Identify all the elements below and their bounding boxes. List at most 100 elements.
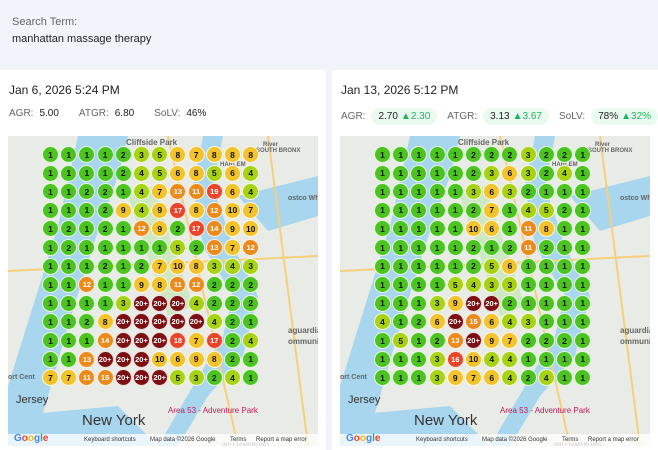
- rank-dot[interactable]: 1: [556, 239, 573, 256]
- rank-dot[interactable]: 1: [392, 313, 410, 331]
- rank-dot[interactable]: 20+: [114, 313, 132, 331]
- rank-dot[interactable]: 14: [96, 332, 114, 349]
- rank-dot[interactable]: 20+: [133, 332, 150, 349]
- rank-dot[interactable]: 13: [205, 239, 223, 256]
- rank-dot[interactable]: 20+: [169, 294, 187, 312]
- rank-dot[interactable]: 1: [78, 239, 96, 256]
- rank-dot[interactable]: 1: [392, 369, 410, 387]
- rank-dot[interactable]: 20+: [133, 369, 150, 387]
- rank-dot[interactable]: 2: [242, 276, 260, 294]
- rank-dot[interactable]: 1: [392, 239, 410, 256]
- rank-dot[interactable]: 1: [374, 220, 391, 238]
- terms-link[interactable]: Terms: [562, 437, 579, 443]
- rank-dot[interactable]: 2: [556, 332, 573, 349]
- rank-dot[interactable]: 6: [483, 369, 501, 387]
- rank-dot[interactable]: 2: [96, 257, 114, 275]
- poi-area53-label[interactable]: Area 53 - Adventure Park: [168, 406, 258, 415]
- rank-dot[interactable]: 1: [374, 369, 391, 387]
- rank-dot[interactable]: 4: [242, 164, 260, 182]
- rank-dot[interactable]: 1: [519, 276, 537, 294]
- rank-dot[interactable]: 2: [537, 332, 555, 349]
- rank-dot[interactable]: 6: [483, 183, 501, 201]
- rank-dot[interactable]: 10: [169, 257, 187, 275]
- rank-dot[interactable]: 8: [169, 146, 187, 163]
- rank-dot[interactable]: 1: [96, 146, 114, 163]
- rank-dot[interactable]: 3: [501, 183, 519, 201]
- rank-dot[interactable]: 1: [574, 313, 592, 331]
- rank-dot[interactable]: 1: [519, 257, 537, 275]
- rank-dot[interactable]: 20+: [187, 313, 205, 331]
- rank-dot[interactable]: 1: [114, 183, 132, 201]
- rank-dot[interactable]: 1: [501, 201, 519, 219]
- rank-dot[interactable]: 12: [205, 201, 223, 219]
- rank-dot[interactable]: 1: [114, 257, 132, 275]
- rank-dot[interactable]: 1: [60, 146, 78, 163]
- rank-dot[interactable]: 12: [187, 276, 205, 294]
- rank-dot[interactable]: 9: [224, 220, 241, 238]
- rank-dot[interactable]: 1: [501, 220, 519, 238]
- rank-dot[interactable]: 11: [519, 239, 537, 256]
- rank-dot[interactable]: 1: [374, 257, 391, 275]
- rank-dot[interactable]: 1: [574, 350, 592, 368]
- rank-dot[interactable]: 2: [537, 164, 555, 182]
- rank-dot[interactable]: 1: [374, 164, 391, 182]
- rank-dot[interactable]: 3: [501, 276, 519, 294]
- rank-dot[interactable]: 2: [519, 369, 537, 387]
- rank-dot[interactable]: 8: [187, 257, 205, 275]
- rank-dot[interactable]: 1: [42, 183, 59, 201]
- rank-dot[interactable]: 2: [465, 146, 482, 163]
- rank-dot[interactable]: 1: [78, 164, 96, 182]
- rank-dot[interactable]: 12: [133, 220, 150, 238]
- rank-dot[interactable]: 19: [205, 183, 223, 201]
- rank-dot[interactable]: 1: [428, 239, 446, 256]
- rank-dot[interactable]: 20+: [151, 313, 169, 331]
- terms-link[interactable]: Terms: [230, 437, 247, 443]
- rank-dot[interactable]: 8: [96, 313, 114, 331]
- rank-dot[interactable]: 4: [374, 313, 391, 331]
- rank-dot[interactable]: 20+: [169, 313, 187, 331]
- rank-dot[interactable]: 1: [446, 183, 464, 201]
- rank-dot[interactable]: 1: [392, 294, 410, 312]
- rank-dot[interactable]: 20+: [114, 350, 132, 368]
- rank-dot[interactable]: 2: [205, 369, 223, 387]
- rank-dot[interactable]: 1: [114, 220, 132, 238]
- rank-dot[interactable]: 1: [410, 239, 428, 256]
- rank-dot[interactable]: 2: [78, 183, 96, 201]
- rank-dot[interactable]: 1: [446, 239, 464, 256]
- rank-dot[interactable]: 1: [410, 201, 428, 219]
- rank-dot[interactable]: 4: [465, 276, 482, 294]
- rank-dot[interactable]: 13: [78, 350, 96, 368]
- rank-dot[interactable]: 7: [151, 183, 169, 201]
- rank-dot[interactable]: 4: [501, 313, 519, 331]
- rank-dot[interactable]: 1: [60, 164, 78, 182]
- rank-dot[interactable]: 2: [114, 146, 132, 163]
- rank-dot[interactable]: 1: [410, 332, 428, 349]
- rank-dot[interactable]: 10: [242, 220, 260, 238]
- rank-dot[interactable]: 2: [465, 257, 482, 275]
- rank-dot[interactable]: 7: [483, 201, 501, 219]
- rank-dot[interactable]: 1: [574, 332, 592, 349]
- rank-dot[interactable]: 1: [114, 239, 132, 256]
- rank-dot[interactable]: 2: [519, 332, 537, 349]
- rank-dot[interactable]: 5: [169, 239, 187, 256]
- rank-dot[interactable]: 6: [224, 183, 241, 201]
- rank-dot[interactable]: 2: [224, 313, 241, 331]
- rank-dot[interactable]: 4: [556, 164, 573, 182]
- rank-dot[interactable]: 20+: [96, 350, 114, 368]
- rank-dot[interactable]: 1: [428, 146, 446, 163]
- poi-area53-label[interactable]: Area 53 - Adventure Park: [500, 406, 590, 415]
- rank-dot[interactable]: 20+: [133, 294, 150, 312]
- rank-dot[interactable]: 16: [446, 350, 464, 368]
- rank-dot[interactable]: 1: [60, 201, 78, 219]
- rank-dot[interactable]: 12: [78, 276, 96, 294]
- rank-dot[interactable]: 5: [151, 164, 169, 182]
- rank-dot[interactable]: 13: [446, 332, 464, 349]
- rank-dot[interactable]: 1: [78, 332, 96, 349]
- rank-grid-map[interactable]: Cliffside ParkHARLEMSOUTH BRONXRiverostc…: [8, 136, 318, 446]
- rank-dot[interactable]: 1: [42, 294, 59, 312]
- rank-dot[interactable]: 20+: [151, 332, 169, 349]
- rank-dot[interactable]: 2: [224, 332, 241, 349]
- rank-dot[interactable]: 3: [519, 313, 537, 331]
- rank-dot[interactable]: 1: [428, 201, 446, 219]
- rank-dot[interactable]: 1: [537, 276, 555, 294]
